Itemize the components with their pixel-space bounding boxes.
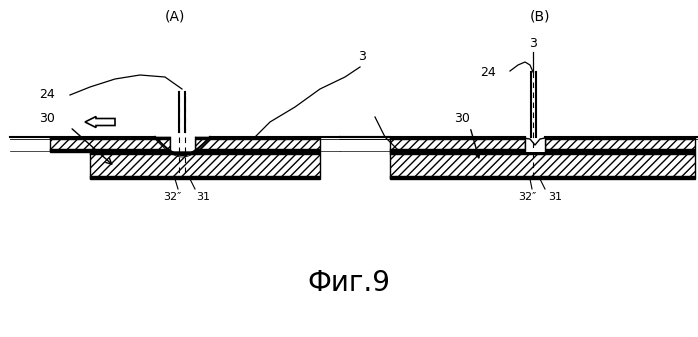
Bar	[390, 149, 525, 152]
Bar	[90, 152, 320, 155]
Bar	[390, 152, 695, 179]
Text: (B): (B)	[530, 10, 550, 24]
Text: 24: 24	[39, 89, 55, 101]
Text: 31: 31	[196, 192, 210, 202]
Bar	[390, 176, 695, 179]
Bar	[195, 137, 320, 152]
Bar	[170, 137, 195, 152]
Text: (A): (A)	[165, 10, 185, 24]
Text: 30: 30	[454, 113, 470, 125]
Text: 31: 31	[548, 192, 562, 202]
Text: 32″: 32″	[518, 192, 536, 202]
Bar	[390, 137, 525, 140]
Text: Фиг.9: Фиг.9	[308, 269, 390, 297]
Bar	[90, 152, 320, 179]
Text: 30: 30	[39, 113, 55, 125]
Text: 3: 3	[529, 37, 537, 50]
Text: 32″: 32″	[163, 192, 181, 202]
Text: 3: 3	[358, 50, 366, 63]
Text: 24: 24	[480, 65, 496, 79]
Bar	[50, 137, 170, 152]
Bar	[50, 149, 170, 152]
Bar	[525, 137, 545, 152]
Bar	[545, 137, 695, 140]
Bar	[195, 149, 320, 152]
Bar	[390, 137, 525, 152]
Bar	[545, 137, 695, 152]
Bar	[545, 149, 695, 152]
Bar	[195, 137, 320, 140]
Bar	[50, 137, 170, 140]
FancyArrow shape	[85, 117, 115, 127]
Bar	[90, 176, 320, 179]
Bar	[390, 152, 695, 155]
